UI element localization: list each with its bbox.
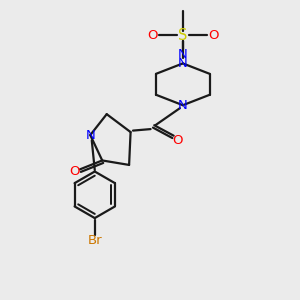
Text: N: N — [178, 57, 188, 70]
Text: S: S — [178, 28, 188, 43]
Text: O: O — [172, 134, 183, 147]
Text: Br: Br — [87, 234, 102, 247]
Text: N: N — [178, 48, 188, 61]
Text: O: O — [69, 165, 80, 178]
Text: N: N — [178, 99, 188, 112]
Text: O: O — [147, 28, 158, 41]
Text: N: N — [85, 129, 95, 142]
Text: O: O — [208, 28, 219, 41]
